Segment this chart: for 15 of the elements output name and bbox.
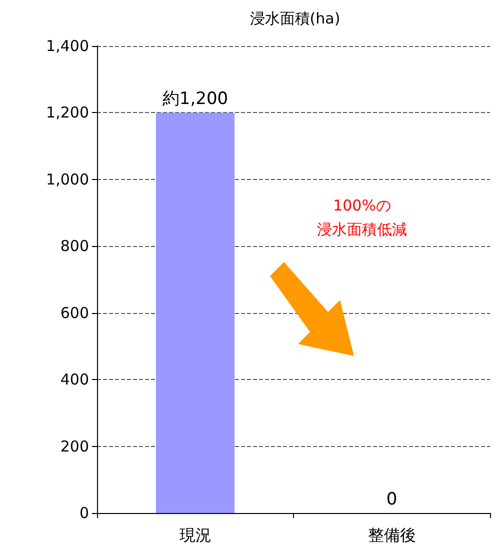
- annotation: 浸水面積低減: [317, 220, 407, 238]
- x-tick-label: 現況: [179, 526, 212, 544]
- annotation: 100%の: [333, 196, 391, 214]
- y-tick-label: 1,000: [46, 170, 89, 188]
- data-label: 約1,200: [162, 89, 228, 110]
- y-tick-label: 400: [60, 370, 89, 389]
- y-tick-label: 1,200: [46, 104, 89, 122]
- x-tick-label: 整備後: [368, 526, 416, 544]
- data-label: 0: [386, 490, 398, 510]
- y-tick-label: 600: [60, 304, 89, 322]
- y-tick-label: 0: [79, 504, 89, 522]
- y-tick-label: 1,400: [46, 37, 89, 55]
- chart-title: 浸水面積(ha): [250, 10, 340, 28]
- y-tick-label: 800: [60, 237, 89, 256]
- y-tick-label: 200: [60, 437, 89, 456]
